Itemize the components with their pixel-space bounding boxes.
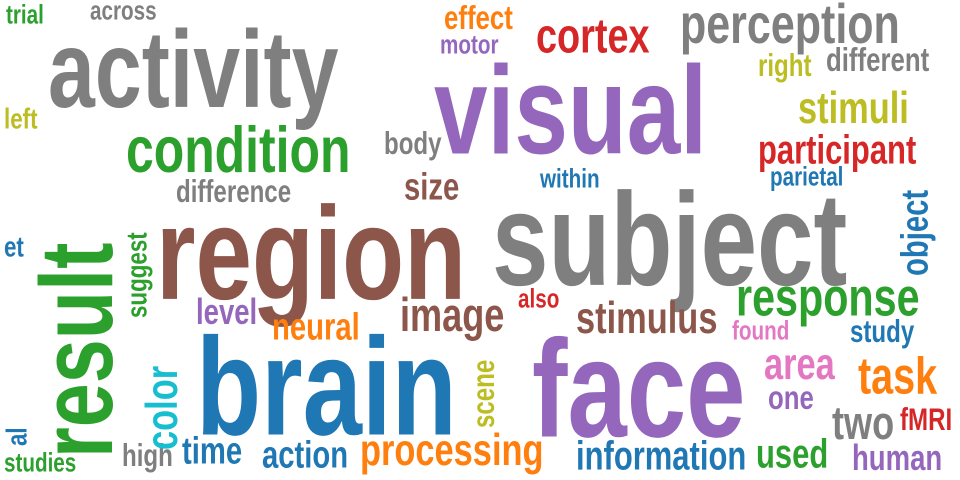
word-right: right	[758, 47, 812, 83]
word-effect: effect	[444, 0, 513, 37]
word-motor: motor	[440, 29, 499, 60]
word-level: level	[196, 291, 258, 333]
word-cortex: cortex	[536, 8, 650, 64]
word-et: et	[4, 229, 24, 264]
word-used: used	[756, 430, 829, 477]
word-also: also	[518, 283, 560, 314]
word-different: different	[826, 41, 930, 79]
word-brain: brain	[196, 310, 457, 465]
word-size: size	[404, 165, 460, 209]
word-image: image	[400, 288, 505, 342]
word-found: found	[732, 315, 790, 346]
word-studies: studies	[4, 447, 77, 478]
word-region: region	[156, 180, 467, 328]
word-action: action	[262, 433, 349, 477]
word-area: area	[764, 339, 835, 390]
word-high: high	[122, 437, 173, 473]
word-visual: visual	[434, 40, 708, 181]
word-al: al	[0, 427, 34, 446]
word-time: time	[182, 429, 243, 473]
word-trial: trial	[6, 0, 44, 30]
word-neural: neural	[272, 305, 360, 349]
word-study: study	[850, 313, 915, 349]
word-task: task	[858, 346, 938, 405]
word-stimuli: stimuli	[798, 83, 909, 134]
word-perception: perception	[680, 0, 900, 56]
word-fMRI: fMRI	[900, 401, 953, 437]
word-participant: participant	[758, 126, 917, 173]
word-subject: subject	[492, 166, 848, 314]
word-two: two	[832, 396, 895, 450]
word-processing: processing	[360, 425, 544, 476]
word-one: one	[768, 379, 814, 417]
word-parietal: parietal	[770, 161, 844, 192]
word-color: color	[137, 365, 188, 450]
word-left: left	[4, 101, 38, 136]
word-stimulus: stimulus	[576, 293, 718, 344]
word-response: response	[736, 268, 920, 328]
word-object: object	[893, 189, 937, 276]
word-suggest: suggest	[119, 232, 154, 318]
word-face: face	[532, 312, 746, 467]
word-information: information	[576, 432, 747, 479]
word-activity: activity	[48, 7, 339, 131]
word-result: result	[20, 242, 135, 458]
word-human: human	[852, 437, 943, 479]
word-scene: scene	[465, 359, 501, 428]
word-condition: condition	[126, 113, 351, 187]
word-within: within	[540, 163, 600, 194]
word-body: body	[384, 125, 442, 161]
word-across: across	[90, 0, 157, 26]
word-difference: difference	[176, 173, 292, 209]
